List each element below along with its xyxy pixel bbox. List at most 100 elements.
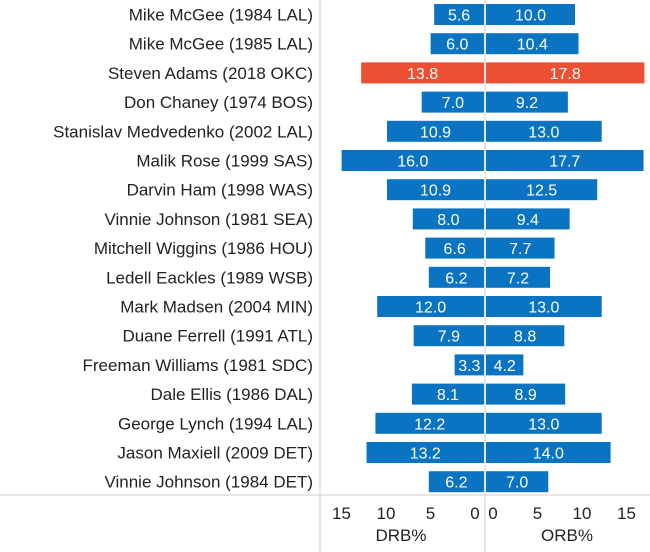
orb-value-label: 7.7 — [509, 241, 531, 258]
player-label: Duane Ferrell (1991 ATL) — [122, 327, 313, 346]
player-label: Mark Madsen (2004 MIN) — [120, 298, 313, 317]
drb-value-label: 5.6 — [448, 8, 470, 25]
drb-value-label: 7.0 — [442, 95, 464, 112]
player-label: Freeman Williams (1981 SDC) — [83, 356, 314, 375]
orb-value-label: 8.9 — [514, 387, 536, 404]
orb-bar — [486, 120, 602, 142]
drb-bar — [428, 471, 484, 493]
drb-bar — [386, 179, 484, 201]
drb-bar — [361, 62, 484, 84]
drb-value-label: 16.0 — [397, 154, 428, 171]
orb-tick-label: 10 — [573, 504, 592, 523]
orb-bar — [486, 4, 575, 25]
drb-value-label: 6.2 — [445, 270, 467, 287]
orb-tick-label: 15 — [617, 504, 636, 523]
player-label: Vinnie Johnson (1984 DET) — [104, 473, 313, 492]
orb-value-label: 7.0 — [506, 475, 528, 492]
player-label: Vinnie Johnson (1981 SEA) — [104, 210, 313, 229]
player-label: Malik Rose (1999 SAS) — [136, 152, 313, 171]
drb-value-label: 10.9 — [420, 183, 451, 200]
orb-value-label: 13.0 — [528, 300, 559, 317]
orb-tick-label: 0 — [488, 504, 497, 523]
orb-bar — [486, 296, 602, 317]
drb-value-label: 8.1 — [437, 387, 459, 404]
orb-value-label: 4.2 — [494, 358, 516, 375]
drb-tick-label: 5 — [426, 504, 435, 523]
drb-bar — [366, 442, 484, 463]
drb-bar — [421, 91, 484, 113]
drb-bar — [425, 237, 484, 259]
drb-value-label: 13.2 — [410, 446, 441, 463]
drb-value-label: 12.0 — [415, 300, 446, 317]
orb-bar — [486, 325, 565, 347]
drb-bar — [412, 208, 484, 230]
orb-bar — [486, 442, 611, 463]
orb-value-label: 9.4 — [517, 212, 539, 229]
drb-bar — [430, 33, 484, 55]
drb-bar — [386, 120, 484, 142]
drb-value-label: 12.2 — [414, 416, 445, 433]
drb-bar — [428, 266, 484, 288]
drb-value-label: 6.6 — [444, 241, 466, 258]
player-label: Mike McGee (1985 LAL) — [129, 35, 313, 54]
orb-bar — [486, 208, 570, 230]
player-labels: Mike McGee (1984 LAL) Mike McGee (1985 LA… — [53, 6, 313, 492]
drb-value-label: 10.9 — [420, 124, 451, 141]
orb-value-label: 9.2 — [516, 95, 538, 112]
orb-bar — [486, 412, 602, 434]
orb-bar — [486, 237, 555, 259]
orb-value-label: 10.4 — [517, 37, 548, 54]
drb-bar — [434, 4, 484, 25]
player-label: Ledell Eackles (1989 WSB) — [106, 268, 313, 287]
drb-axis-title: DRB% — [375, 526, 426, 545]
orb-value-label: 13.0 — [528, 124, 559, 141]
drb-bar — [375, 412, 484, 434]
orb-bar — [486, 33, 579, 55]
orb-bar — [486, 62, 645, 84]
drb-value-label: 8.0 — [437, 212, 459, 229]
drb-tick-label: 10 — [377, 504, 396, 523]
orb-value-label: 17.8 — [550, 66, 581, 83]
drb-value-label: 6.0 — [446, 37, 468, 54]
drb-bar — [413, 325, 484, 347]
drb-bar — [341, 150, 484, 171]
drb-bar — [377, 296, 484, 317]
orb-bar — [486, 150, 644, 171]
drb-bar — [454, 354, 484, 376]
bars — [341, 4, 645, 493]
drb-tick-label: 15 — [332, 504, 351, 523]
drb-tick-label: 0 — [470, 504, 479, 523]
drb-value-label: 3.3 — [458, 358, 480, 375]
orb-value-label: 7.2 — [507, 270, 529, 287]
orb-value-label: 8.8 — [514, 329, 536, 346]
orb-bar — [486, 471, 549, 493]
orb-tick-label: 5 — [533, 504, 542, 523]
axis-ticks: 15 10 5 0 0 5 10 15 — [332, 504, 636, 523]
orb-value-label: 17.7 — [549, 154, 580, 171]
orb-value-label: 14.0 — [533, 446, 564, 463]
orb-value-label: 12.5 — [526, 183, 557, 200]
orb-bar — [486, 383, 566, 405]
orb-bar — [486, 91, 568, 113]
player-label: Mitchell Wiggins (1986 HOU) — [94, 239, 313, 258]
player-label: Don Chaney (1974 BOS) — [124, 93, 313, 112]
player-label: Jason Maxiell (2009 DET) — [117, 444, 313, 463]
drb-bar — [411, 383, 484, 405]
orb-bar — [486, 354, 524, 376]
orb-bar — [486, 266, 551, 288]
orb-axis-title: ORB% — [541, 526, 593, 545]
value-labels: 5.6 10.0 6.0 10.4 13.8 17.8 7.0 9.2 10.9 13.0 16.0… — [397, 8, 581, 492]
drb-value-label: 6.2 — [445, 475, 467, 492]
player-label: Steven Adams (2018 OKC) — [108, 64, 313, 83]
player-label: Mike McGee (1984 LAL) — [129, 6, 313, 25]
orb-value-label: 13.0 — [528, 416, 559, 433]
drb-value-label: 13.8 — [407, 66, 438, 83]
orb-value-label: 10.0 — [515, 8, 546, 25]
player-label: Dale Ellis (1986 DAL) — [150, 385, 313, 404]
player-label: George Lynch (1994 LAL) — [118, 414, 313, 433]
drb-value-label: 7.9 — [438, 329, 460, 346]
player-label: Stanislav Medvedenko (2002 LAL) — [53, 122, 313, 141]
orb-bar — [486, 179, 598, 201]
